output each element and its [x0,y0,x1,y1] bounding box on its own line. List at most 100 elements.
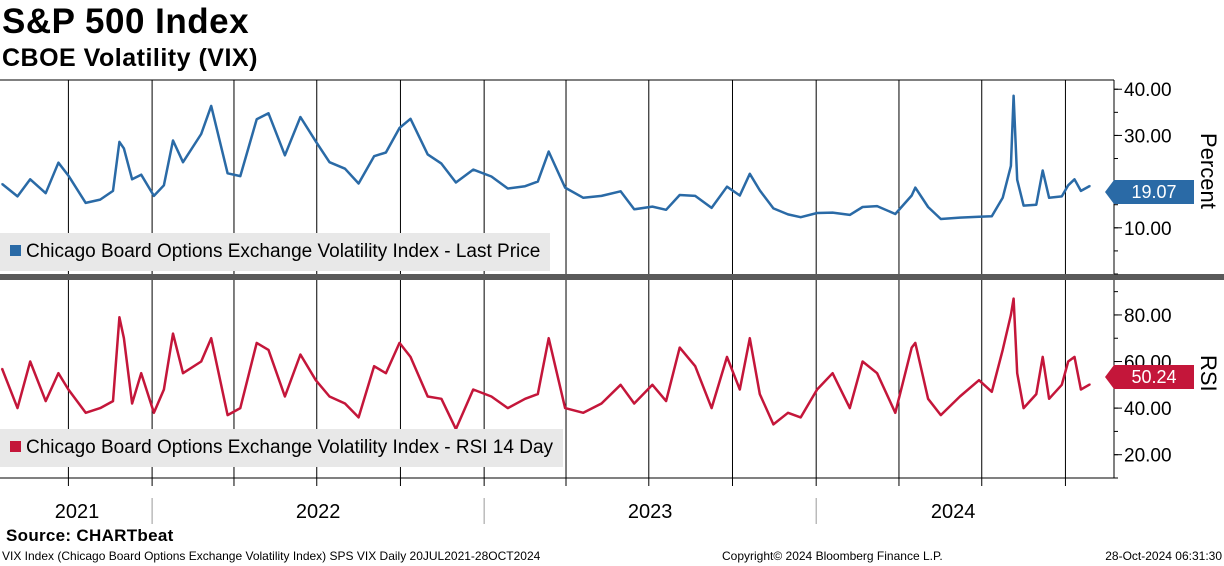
data-point-price [99,198,101,201]
data-point-rsi [1061,384,1063,386]
data-point-price [876,205,878,207]
y-tick-label: 40.00 [1124,399,1172,420]
chart-title: S&P 500 Index [2,2,250,41]
legend-label-price: Chicago Board Options Exchange Volatilit… [26,241,541,262]
data-point-rsi [831,372,834,375]
data-point-price [726,185,728,188]
data-point-rsi [153,412,155,414]
data-point-price [84,202,87,204]
grid-layer [0,79,1224,479]
data-point-rsi [357,416,360,419]
data-point-price [44,192,47,194]
footer-copyright: Copyright© 2024 Bloomberg Finance L.P. [722,549,943,563]
y-tick-label: 80.00 [1124,306,1172,327]
data-point-price [299,116,302,118]
data-point-rsi [344,402,346,405]
x-tick-label-year: 2021 [55,501,100,523]
data-point-rsi [84,412,87,414]
data-point-price [67,174,70,177]
data-point-price [16,195,19,198]
data-point-price [182,161,184,163]
data-point-price [507,187,509,190]
data-point-rsi [726,356,728,358]
data-point-price [200,133,202,135]
legend-price: Chicago Board Options Exchange Volatilit… [0,233,551,271]
data-point-price [564,186,566,189]
data-point-price [651,205,654,208]
data-point-rsi [182,372,184,375]
data-point-price [1010,165,1012,167]
data-point-rsi [959,395,961,398]
data-point-rsi [772,423,775,426]
data-point-price [440,162,443,165]
data-point-price [749,173,751,175]
data-point-rsi [472,388,475,391]
series-line-price [1,94,1091,221]
data-point-rsi [876,372,878,375]
data-point-price [118,141,121,143]
data-point-rsi [118,316,121,319]
data-point-rsi [112,400,114,402]
data-point-rsi [67,388,70,391]
data-point-rsi [507,407,509,409]
data-point-rsi [619,384,622,386]
data-point-rsi [398,342,401,344]
data-point-price [940,218,942,220]
data-point-price [328,161,331,163]
data-point-rsi [409,356,412,358]
data-point-price [315,140,317,143]
data-point-price [1022,204,1025,207]
data-point-rsi [1012,297,1015,300]
data-point-rsi [537,393,539,395]
data-point-price [398,127,401,129]
axis-layer: 2021 2022 2023 202440.0030.0010.0080.0060.0… [55,80,1172,524]
data-point-price [385,151,387,154]
data-point-price [284,154,286,157]
data-point-price [1001,197,1004,199]
data-point-rsi [299,353,302,356]
data-point-rsi [694,365,696,368]
last-value-badge-price: 19.07 [1105,180,1194,204]
data-point-price [894,213,897,215]
data-point-rsi [1,367,3,370]
y-tick-label: 20.00 [1124,446,1172,467]
data-point-price [600,195,603,197]
data-point-rsi [1067,360,1069,363]
data-point-price [1080,190,1082,192]
data-point-rsi [284,395,286,398]
data-point-rsi [1041,356,1044,358]
data-point-price [547,150,550,153]
data-point-rsi [99,407,101,409]
panel-divider [0,274,1224,280]
data-point-rsi [799,416,802,419]
data-point-price [694,195,696,197]
data-point-price [524,185,526,187]
legend-swatch-price [10,245,21,256]
data-point-price [490,175,493,178]
data-point-rsi [57,372,60,375]
legend-label-rsi: Chicago Board Options Exchange Volatilit… [26,437,554,458]
data-point-rsi [910,346,913,349]
data-point-price [1,183,3,185]
data-point-rsi [172,332,174,335]
data-point-rsi [787,412,789,414]
data-point-rsi [1080,388,1082,391]
data-point-rsi [426,395,429,398]
data-point-rsi [739,388,741,391]
data-point-price [112,190,114,192]
data-point-price [978,215,980,218]
data-point-rsi [547,337,550,340]
data-point-rsi [29,360,32,363]
data-point-rsi [385,372,387,375]
data-point-rsi [239,407,242,409]
data-point-price [472,168,475,171]
x-tick-label-year: 2022 [296,501,341,523]
data-point-rsi [1073,356,1076,358]
data-point-price [57,161,60,164]
data-point-price [910,194,913,197]
y-axis-label-rsi: RSI [1196,355,1221,392]
data-point-rsi [163,388,165,391]
footer-timestamp: 28-Oct-2024 06:31:30 [1105,549,1222,563]
data-point-rsi [140,372,142,375]
series-layer [0,94,1091,431]
